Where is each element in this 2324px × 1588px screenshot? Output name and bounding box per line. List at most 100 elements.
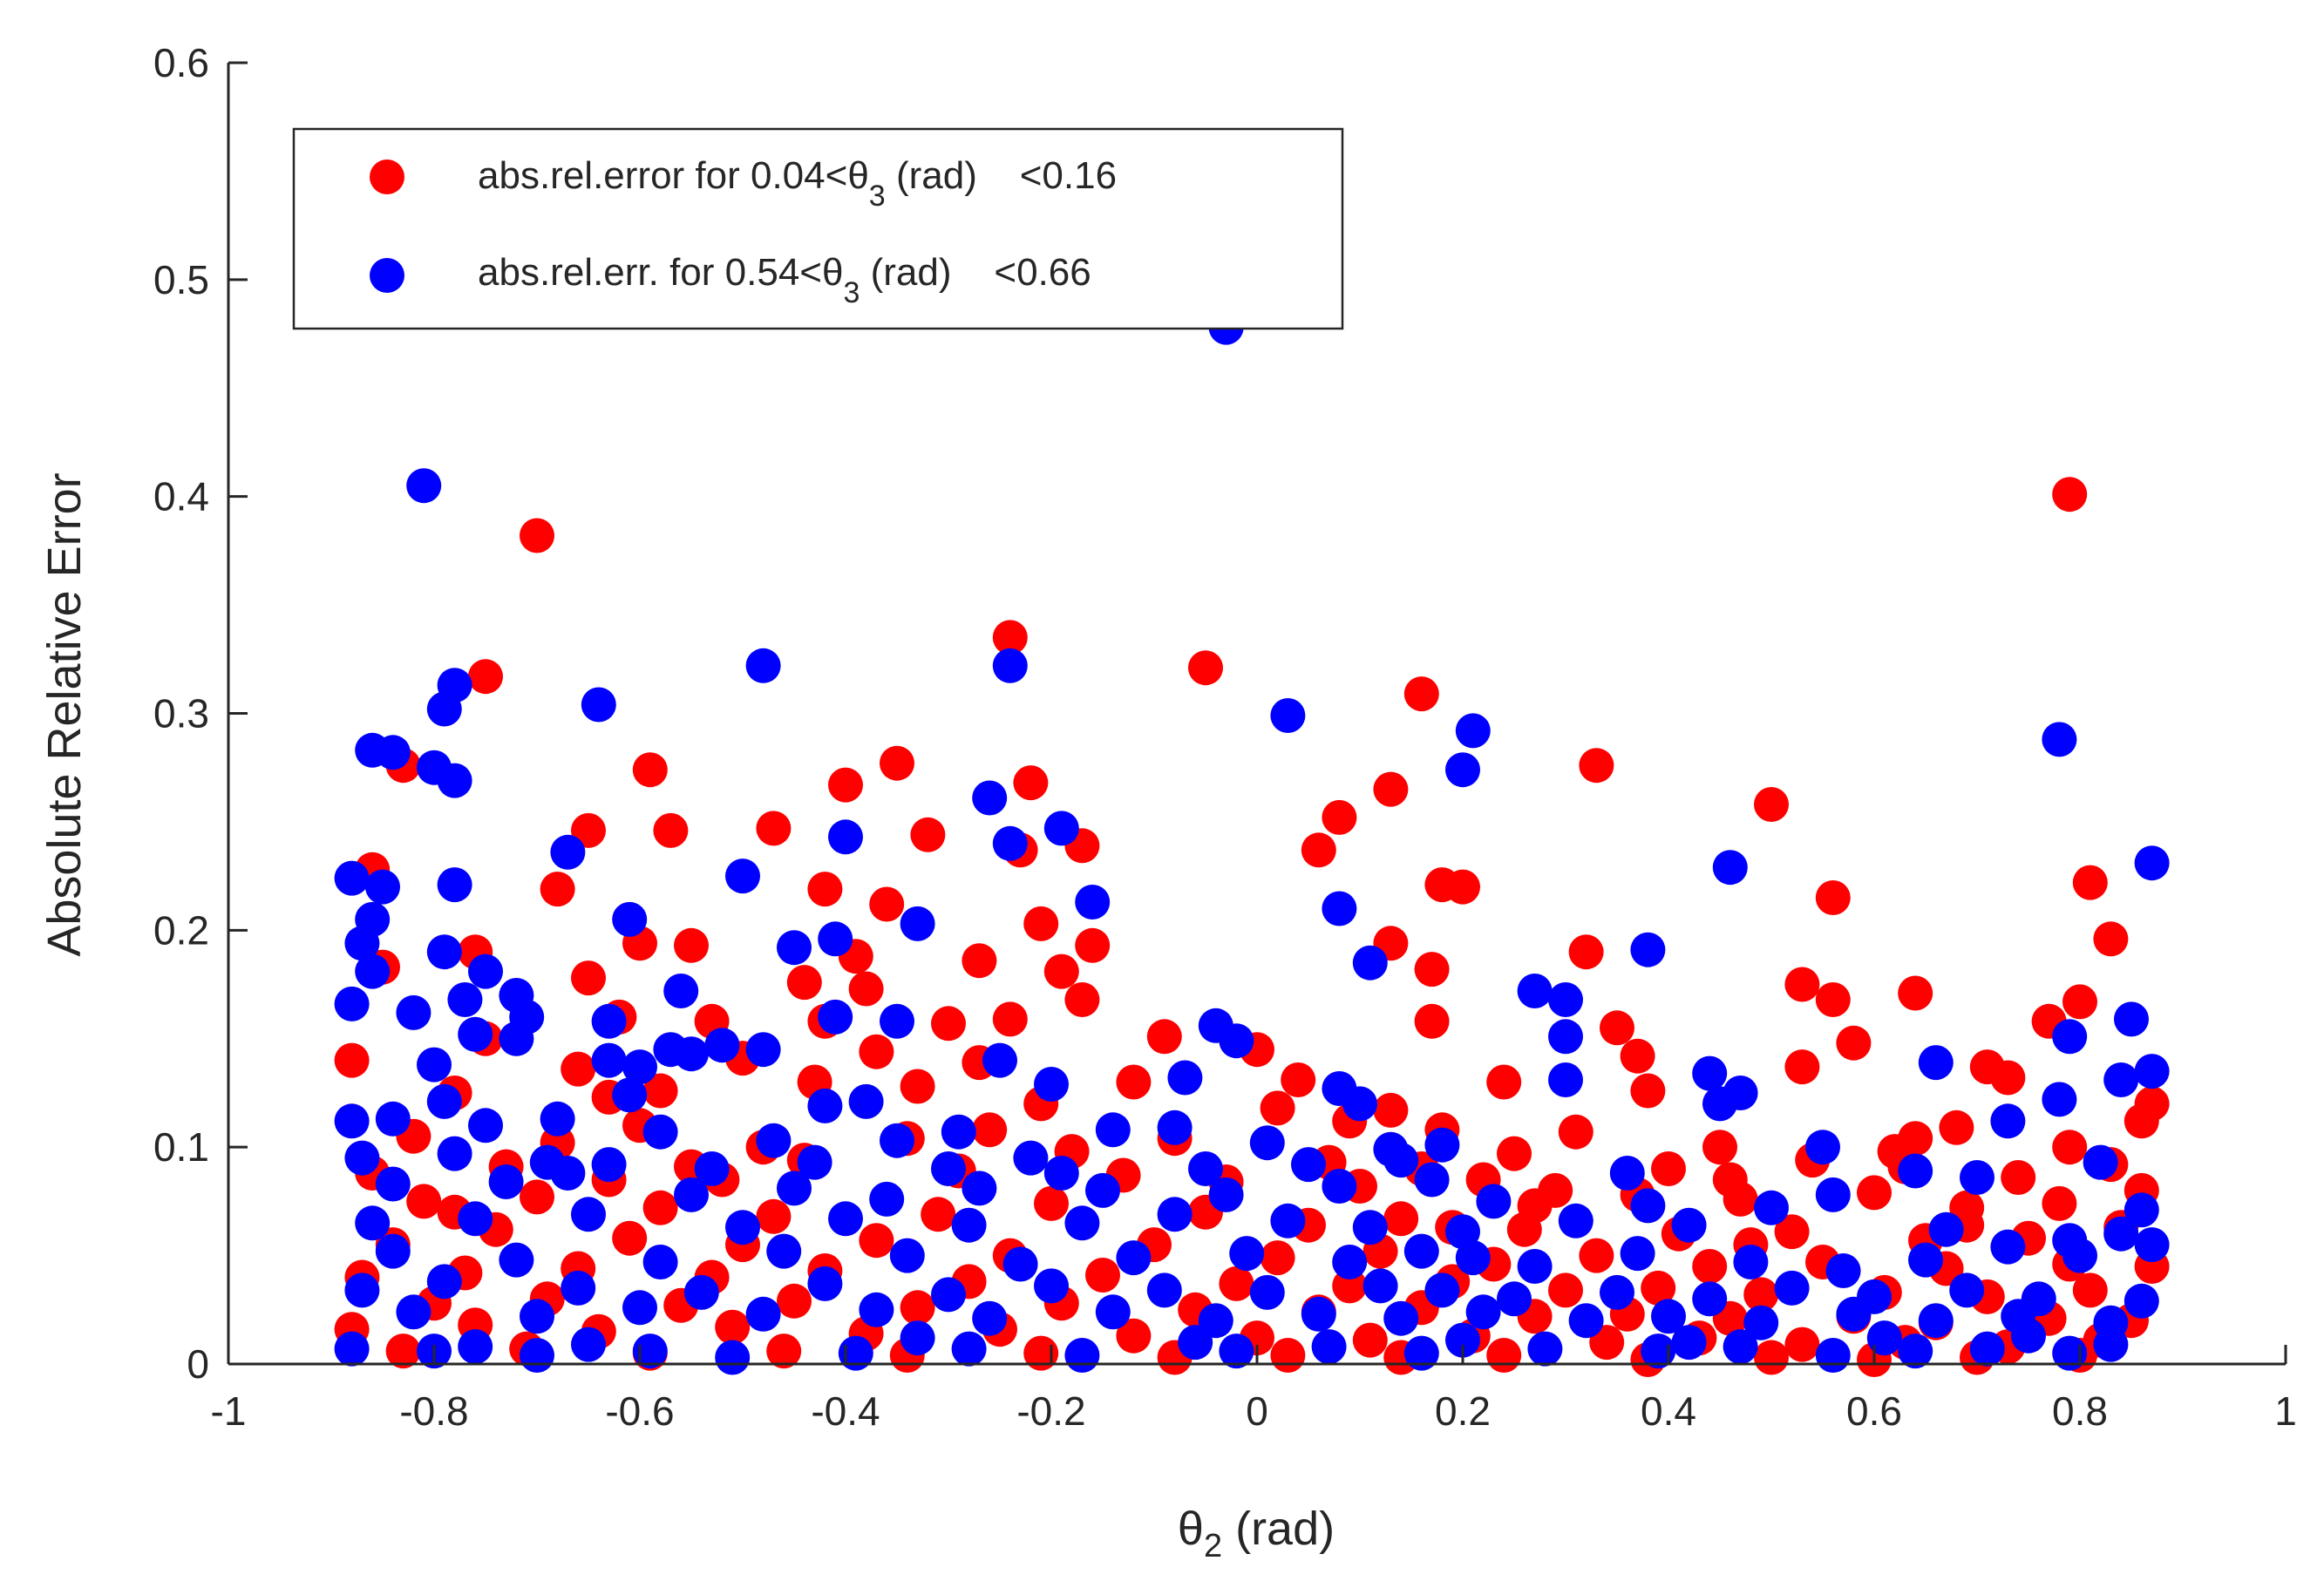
- series-2-point: [880, 1123, 914, 1158]
- series-2-point: [2042, 722, 2077, 757]
- series-1-point: [1085, 1258, 1120, 1293]
- series-2-point: [1671, 1325, 1707, 1361]
- series-2-point: [725, 858, 760, 894]
- series-1-point: [653, 812, 689, 848]
- series-2-point: [1630, 1188, 1666, 1224]
- series-1-point: [1116, 1318, 1152, 1354]
- series-2-point: [1362, 1268, 1398, 1304]
- series-1-point: [1383, 1201, 1419, 1237]
- series-2-point: [1898, 1334, 1933, 1369]
- series-2-point: [468, 1108, 503, 1143]
- x-tick-label: 0.2: [1435, 1388, 1491, 1434]
- series-2-point: [828, 1201, 863, 1237]
- series-2-point: [1064, 1205, 1100, 1241]
- series-2-point: [2011, 1318, 2046, 1354]
- series-1-point: [1784, 967, 1820, 1002]
- series-2-point: [1712, 850, 1748, 886]
- series-1-point: [786, 965, 822, 1001]
- y-tick-label: 0.2: [153, 907, 209, 953]
- series-2-point: [1476, 1184, 1512, 1219]
- series-2-point: [1043, 1156, 1079, 1191]
- series-1-point: [612, 1220, 648, 1256]
- series-1-point: [1281, 1062, 1316, 1097]
- series-1-point: [1497, 1136, 1532, 1171]
- series-2-point: [1219, 1023, 1254, 1059]
- series-2-point: [1609, 1156, 1645, 1191]
- series-1-point: [715, 1309, 751, 1345]
- series-2-point: [1651, 1299, 1686, 1334]
- series-1-point: [1641, 1270, 1676, 1306]
- series-1-point: [1219, 1266, 1254, 1301]
- series-1-point: [1373, 1092, 1409, 1128]
- series-2-point: [591, 1003, 627, 1039]
- series-2-point: [1558, 1203, 1594, 1239]
- series-2-point: [797, 1144, 832, 1180]
- series-2-point: [344, 926, 380, 961]
- series-1-point: [1939, 1110, 1974, 1145]
- series-2-point: [1157, 1110, 1193, 1145]
- series-2-point: [622, 1049, 657, 1085]
- series-1-point: [880, 745, 914, 781]
- series-2-point: [468, 953, 503, 989]
- series-2-point: [1465, 1294, 1501, 1330]
- series-2-point: [375, 1101, 411, 1137]
- x-tick-label: -0.8: [399, 1388, 468, 1434]
- series-1-point: [1857, 1175, 1892, 1211]
- series-2-point: [1990, 1103, 2026, 1139]
- series-2-point: [632, 1334, 668, 1369]
- series-2-point: [1383, 1300, 1419, 1336]
- series-2-point: [1403, 1233, 1439, 1269]
- series-2-point: [2134, 1054, 2170, 1089]
- series-2-point: [1095, 1112, 1131, 1148]
- series-1-point: [1332, 1268, 1368, 1304]
- series-2-point: [1414, 1162, 1450, 1198]
- series-1-point: [1548, 1272, 1583, 1308]
- y-axis-label: Absolute Relative Error: [38, 472, 91, 956]
- series-2-point: [1568, 1303, 1604, 1339]
- x-tick-label: -0.4: [811, 1388, 880, 1434]
- series-layer: [334, 309, 2170, 1377]
- series-2-point: [982, 1042, 1017, 1078]
- series-2-point: [375, 1166, 411, 1202]
- series-2-point: [1898, 1153, 1933, 1189]
- series-2-point: [1517, 1249, 1553, 1284]
- series-2-point: [694, 1151, 730, 1186]
- series-1-point: [1600, 1010, 1634, 1046]
- series-2-point: [2103, 1062, 2139, 1097]
- series-2-point: [1949, 1272, 1985, 1308]
- series-1-point: [1373, 771, 1409, 807]
- series-1-point: [1188, 650, 1223, 686]
- series-2-point: [2124, 1192, 2159, 1228]
- series-2-point: [591, 1147, 627, 1183]
- legend-label-series-2: abs.rel.err. for 0.54<θ3 (rad) <0.66: [478, 251, 1091, 309]
- x-tick-label: -0.6: [605, 1388, 674, 1434]
- series-2-point: [365, 869, 400, 905]
- series-1-point: [1414, 952, 1450, 987]
- x-tick-label: -1: [211, 1388, 247, 1434]
- series-2-point: [1918, 1303, 1954, 1339]
- series-1-point: [1743, 1277, 1779, 1313]
- series-2-point: [437, 867, 472, 903]
- series-1-point: [642, 1073, 678, 1109]
- series-2-point: [725, 1210, 760, 1245]
- series-2-point: [1641, 1334, 1676, 1369]
- series-1-point: [1754, 1340, 1789, 1375]
- series-2-point: [437, 1136, 472, 1171]
- series-1-point: [1322, 799, 1357, 835]
- series-2-point: [859, 1292, 894, 1327]
- series-1-point: [1651, 1151, 1686, 1186]
- series-1-point: [992, 1001, 1028, 1037]
- y-tick-label: 0: [187, 1341, 209, 1387]
- series-2-point: [818, 921, 853, 957]
- series-1-point: [2124, 1103, 2159, 1139]
- series-2-point: [1774, 1270, 1810, 1306]
- series-2-point: [683, 1274, 719, 1310]
- series-2-point: [1013, 1140, 1049, 1176]
- series-2-point: [1208, 1177, 1244, 1212]
- series-2-point: [1178, 1325, 1213, 1361]
- series-2-point: [663, 974, 699, 1008]
- series-2-point: [951, 1331, 987, 1367]
- series-1-point: [632, 752, 668, 788]
- series-2-point: [1671, 1207, 1707, 1243]
